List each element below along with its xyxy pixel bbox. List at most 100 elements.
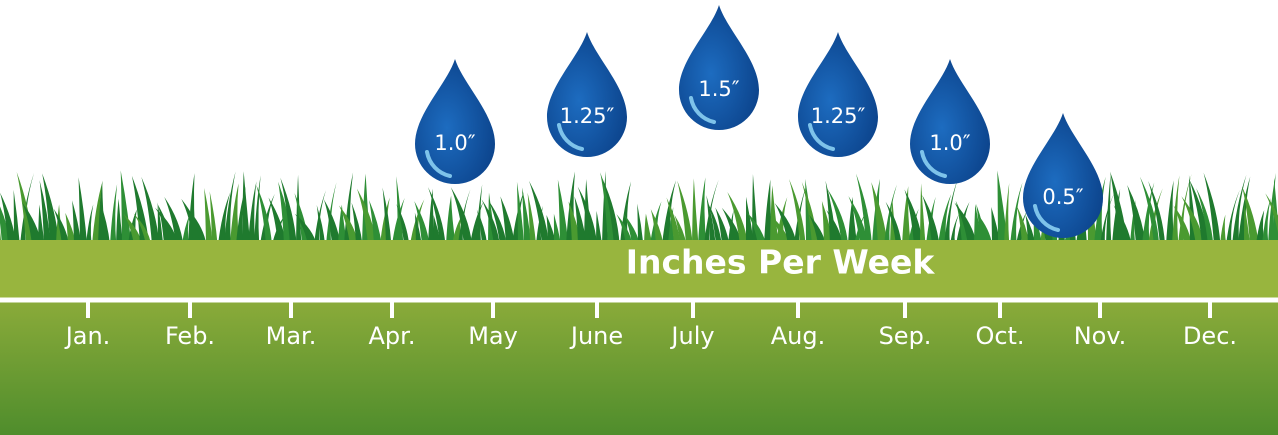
grass-blade xyxy=(794,185,807,245)
chart-title: Inches Per Week xyxy=(626,243,936,282)
drop xyxy=(415,59,495,184)
grass-blade xyxy=(1256,210,1265,245)
value-label: 1.25″ xyxy=(811,104,866,128)
grass-blade xyxy=(224,171,236,245)
grass-blade xyxy=(902,186,911,245)
grass-blade xyxy=(1142,182,1155,245)
grass-blade xyxy=(827,188,849,245)
grass-blade xyxy=(574,196,587,245)
grass-blade xyxy=(446,195,456,245)
grass-blade xyxy=(1226,189,1240,245)
grass-blade xyxy=(116,198,124,245)
grass-blade xyxy=(601,177,620,245)
grass-blade xyxy=(938,193,952,245)
month-label: Jan. xyxy=(64,322,111,350)
month-label: June xyxy=(569,322,623,350)
grass-blade xyxy=(704,179,719,245)
drop xyxy=(798,32,878,157)
month-label: May xyxy=(468,322,518,350)
grass-blade xyxy=(774,203,797,245)
grass-blade xyxy=(677,180,693,245)
grass-blade xyxy=(120,170,132,245)
grass-blade xyxy=(86,204,94,245)
grass-blade xyxy=(1189,178,1210,245)
grass-blade xyxy=(1196,188,1214,245)
grass-blade xyxy=(1148,181,1166,245)
grass-blade xyxy=(789,179,806,245)
drop-highlight xyxy=(689,96,716,124)
grass-blade xyxy=(428,188,436,245)
grass-blade xyxy=(727,192,749,245)
grass-blade xyxy=(1010,182,1023,245)
grass-blade xyxy=(721,207,742,245)
grass-blade xyxy=(715,207,730,245)
value-label: 1.0″ xyxy=(929,131,970,155)
grass-blade xyxy=(396,203,410,245)
grass-blade xyxy=(470,201,484,245)
grass-blade xyxy=(1113,205,1132,245)
grass-blade xyxy=(1166,180,1175,245)
grass-blade xyxy=(256,184,273,245)
month-label: July xyxy=(669,322,714,350)
rain-drop: 1.5″ xyxy=(679,5,759,130)
grass-blade xyxy=(38,204,45,245)
grass-blade xyxy=(190,211,207,245)
grass-blade xyxy=(22,202,42,245)
grass-blade xyxy=(708,203,722,245)
grass-blade xyxy=(339,205,359,245)
lawn-band xyxy=(0,240,1278,300)
grass-blade xyxy=(856,173,872,245)
rain-drop: 1.25″ xyxy=(547,32,627,157)
grass-blade xyxy=(280,177,297,245)
grass-blade xyxy=(326,182,337,245)
drop-highlight xyxy=(1033,204,1060,232)
grass-blade xyxy=(1139,176,1160,245)
rain-drop: 1.0″ xyxy=(415,59,495,184)
drop xyxy=(679,5,759,130)
grass-blade xyxy=(1025,214,1036,245)
grass-blade xyxy=(577,186,598,245)
ground xyxy=(0,300,1278,435)
grass-blade xyxy=(1232,174,1247,245)
value-label: 0.5″ xyxy=(1042,185,1083,209)
grass-blade xyxy=(65,212,77,245)
grass-blade xyxy=(99,200,111,245)
grass-blade xyxy=(904,189,924,245)
grass-blade xyxy=(181,198,204,245)
grass-blade xyxy=(1148,188,1163,245)
grass-blade xyxy=(885,201,902,245)
grass-blade xyxy=(666,197,681,245)
grass-blade xyxy=(182,214,190,245)
value-label: 1.5″ xyxy=(698,77,739,101)
grass-blade xyxy=(1100,192,1115,245)
grass-blade xyxy=(396,176,404,245)
grass-blade xyxy=(698,177,707,245)
grass-blade xyxy=(110,184,118,245)
grass-blade xyxy=(706,195,716,245)
grass-blade xyxy=(1173,205,1192,245)
grass-blade xyxy=(476,184,483,245)
rain-drop: 0.5″ xyxy=(1023,113,1103,238)
grass-blade xyxy=(557,179,569,245)
grass-blade xyxy=(529,180,549,245)
drop xyxy=(547,32,627,157)
month-label: Dec. xyxy=(1183,322,1237,350)
grass-blade xyxy=(20,172,35,245)
grass-blade xyxy=(616,214,633,245)
grass-blade xyxy=(133,213,152,245)
grass-blade xyxy=(871,182,888,245)
grass-blade xyxy=(476,209,488,245)
grass-blade xyxy=(674,214,687,245)
grass-blade xyxy=(1127,184,1146,245)
grass-blade xyxy=(230,183,240,245)
grass-blade xyxy=(826,209,843,245)
value-label: 1.25″ xyxy=(560,104,615,128)
grass-blade xyxy=(922,194,940,245)
grass-blade xyxy=(801,182,818,245)
grass-blade xyxy=(650,209,664,245)
grass-blade xyxy=(248,181,257,245)
grass-blade xyxy=(481,199,500,245)
grass-blade xyxy=(72,200,82,245)
grass-blade xyxy=(1220,214,1227,245)
month-label: Oct. xyxy=(975,322,1024,350)
